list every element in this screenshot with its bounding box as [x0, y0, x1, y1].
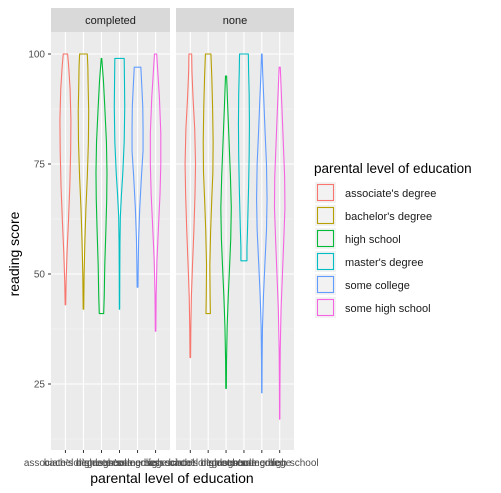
legend-key-master-s-degree	[316, 252, 335, 271]
legend-key-bachelor-s-degree	[316, 206, 335, 225]
legend-key-background	[315, 251, 336, 272]
legend-key-background	[315, 228, 336, 249]
y-tick-label: 75	[34, 160, 46, 171]
legend-label-master-s-degree: master's degree	[345, 257, 424, 269]
violin-completed-associate-s-degree	[59, 53, 72, 306]
x-tick-label: master's degree	[84, 458, 156, 469]
legend: parental level of education associate's …	[314, 161, 472, 318]
y-axis-label: reading score	[6, 211, 22, 296]
legend-key-some-high-school	[316, 298, 335, 317]
legend-key-associate-s-degree	[316, 183, 335, 202]
legend-key-high-school	[316, 229, 335, 248]
violin-completed-bachelor-s-degree	[77, 53, 90, 310]
violin-none-bachelor-s-degree	[202, 53, 214, 315]
panel-background	[176, 32, 294, 450]
legend-key-background	[315, 297, 336, 318]
violin-completed-high-school	[95, 57, 108, 315]
violin-none-high-school	[220, 75, 232, 389]
x-tick-label: high school	[76, 458, 127, 469]
facet-panels: completed none	[51, 8, 294, 450]
x-tick-label: master's degree	[208, 458, 280, 469]
x-tick-label: bachelor's degree	[44, 458, 124, 469]
violin-none-associate-s-degree	[184, 53, 197, 359]
x-tick-label: some high school	[241, 458, 319, 469]
x-axis-label: parental level of education	[90, 470, 253, 486]
x-tick-label: some college	[232, 458, 291, 469]
violin-none-master-s-degree	[237, 53, 250, 262]
y-tick-label: 50	[34, 270, 46, 281]
x-tick-label: some college	[108, 458, 167, 469]
violin-layer	[59, 53, 286, 420]
facet-strip-label: none	[223, 15, 247, 27]
legend-label-some-college: some college	[345, 280, 410, 292]
violin-completed-some-high-school	[149, 53, 162, 332]
violin-none-some-high-school	[273, 66, 286, 420]
y-tick-label: 25	[34, 380, 46, 391]
x-tick-label: high school	[201, 458, 252, 469]
legend-label-bachelor-s-degree: bachelor's degree	[345, 211, 432, 223]
legend-key-background	[315, 182, 336, 203]
legend-label-high-school: high school	[345, 234, 401, 246]
legend-items: associate's degree bachelor's degree high …	[315, 182, 436, 318]
facet-strip-label: completed	[85, 15, 136, 27]
legend-key-some-college	[316, 275, 335, 294]
legend-key-background	[315, 205, 336, 226]
legend-key-background	[315, 274, 336, 295]
legend-label-associate-s-degree: associate's degree	[345, 188, 436, 200]
x-tick-label: associate's degree	[24, 458, 108, 469]
facet-strip	[176, 8, 294, 32]
y-tick-label: 100	[28, 50, 45, 61]
legend-title: parental level of education	[314, 161, 472, 176]
x-tick-label: associate's degree	[149, 458, 233, 469]
violin-completed-master-s-degree	[113, 57, 126, 310]
legend-label-some-high-school: some high school	[345, 303, 431, 315]
violin-completed-some-college	[131, 66, 144, 288]
facet-strip	[51, 8, 170, 32]
violin-none-some-college	[256, 53, 268, 394]
x-tick-label: some high school	[117, 458, 195, 469]
x-tick-label: bachelor's degree	[169, 458, 249, 469]
